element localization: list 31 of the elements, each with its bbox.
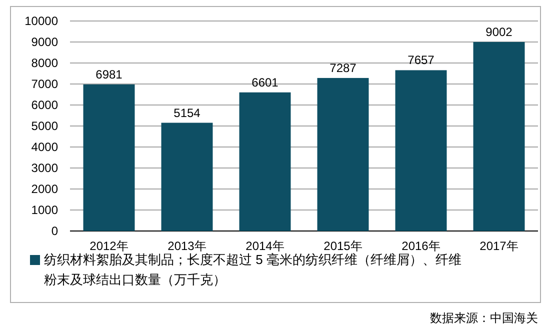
bar bbox=[83, 84, 135, 231]
y-tick-label: 5000 bbox=[31, 119, 58, 133]
x-tick-label: 2013年 bbox=[168, 239, 206, 253]
data-label: 6601 bbox=[252, 75, 279, 90]
y-tick-label: 3000 bbox=[31, 161, 58, 175]
data-label: 7657 bbox=[408, 53, 435, 68]
source-note: 数据来源：中国海关 bbox=[430, 311, 538, 325]
bar bbox=[239, 92, 291, 231]
x-tick-label: 2015年 bbox=[324, 239, 362, 253]
y-tick-label: 8000 bbox=[31, 56, 58, 70]
y-tick-label: 7000 bbox=[31, 77, 58, 91]
data-label: 9002 bbox=[486, 24, 513, 39]
data-label: 5154 bbox=[174, 106, 201, 120]
x-tick-label: 2012年 bbox=[90, 239, 128, 253]
y-tick-label: 9000 bbox=[31, 35, 58, 49]
y-tick-label: 1000 bbox=[31, 203, 58, 217]
x-tick-label: 2016年 bbox=[402, 239, 440, 253]
y-tick-label: 0 bbox=[51, 224, 58, 238]
y-tick-label: 10000 bbox=[24, 14, 58, 28]
y-tick-label: 4000 bbox=[31, 140, 58, 154]
legend: 纺织材料絮胎及其制品；长度不超过 5 毫米的纺织纤维（纤维屑）、纤维粉末及球结出口数量（万千克） bbox=[30, 252, 462, 287]
data-label: 7287 bbox=[330, 60, 357, 75]
bar bbox=[473, 42, 525, 231]
data-label: 6981 bbox=[96, 67, 123, 82]
x-tick-label: 2017年 bbox=[480, 239, 518, 253]
y-tick-label: 6000 bbox=[31, 98, 58, 112]
y-tick-label: 2000 bbox=[31, 182, 58, 196]
bar bbox=[161, 122, 213, 231]
x-tick-label: 2014年 bbox=[246, 239, 284, 253]
bar bbox=[317, 78, 369, 231]
bar bbox=[395, 70, 447, 231]
